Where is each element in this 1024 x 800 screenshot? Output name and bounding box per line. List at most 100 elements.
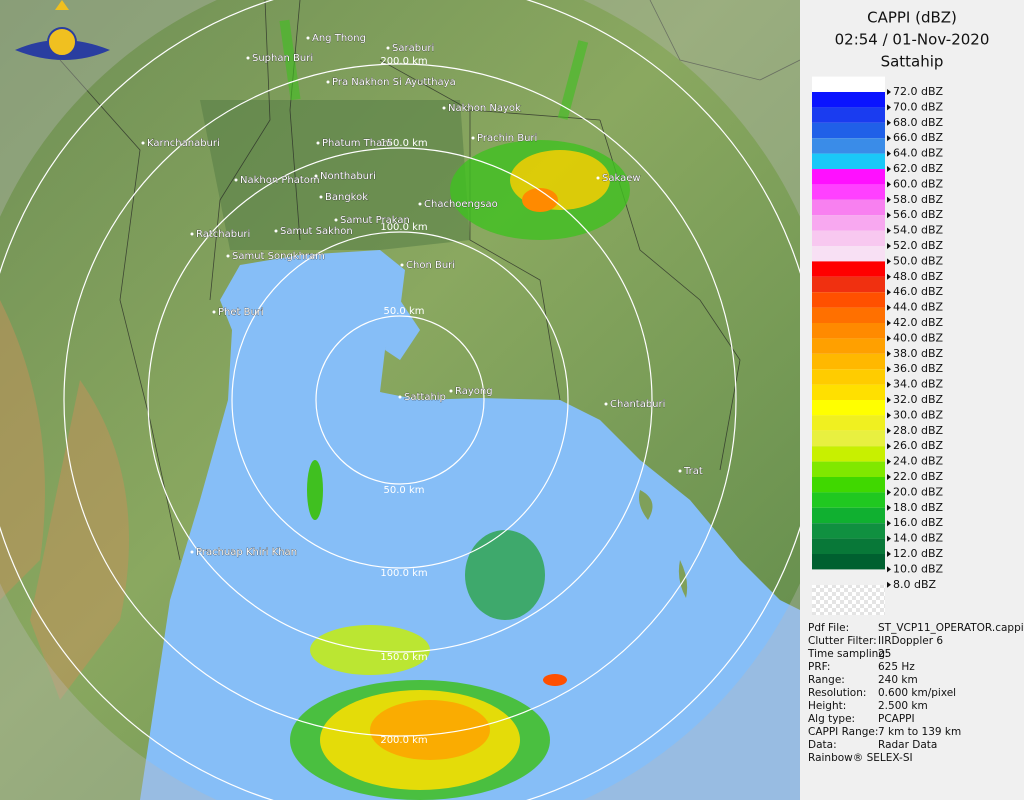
legend-swatch <box>812 430 885 447</box>
range-label: 150.0 km <box>380 652 427 663</box>
place-dot <box>334 218 338 222</box>
legend-label: 56.0 dBZ <box>893 208 944 221</box>
legend-label: 32.0 dBZ <box>893 393 944 406</box>
place-label: Ang Thong <box>312 33 366 44</box>
legend-label: 40.0 dBZ <box>893 331 944 344</box>
place-dot <box>471 136 475 140</box>
legend-swatch <box>812 184 885 200</box>
legend-tick <box>887 289 891 296</box>
legend-tick <box>887 119 891 126</box>
legend-label: 52.0 dBZ <box>893 239 944 252</box>
info-value: 0.600 km/pixel <box>878 687 956 699</box>
legend-swatch <box>812 507 885 524</box>
place-label: Samut Prakan <box>340 215 410 226</box>
legend-swatch <box>812 122 885 139</box>
legend-label: 24.0 dBZ <box>893 455 944 468</box>
legend-tick <box>887 551 891 557</box>
info-label: Alg type: <box>808 713 855 725</box>
legend-label: 50.0 dBZ <box>893 254 944 267</box>
place-dot <box>442 106 446 110</box>
legend-label: 66.0 dBZ <box>893 131 944 144</box>
legend-label: 68.0 dBZ <box>893 116 944 129</box>
place-dot <box>319 195 323 199</box>
place-dot <box>141 141 145 145</box>
place-dot <box>306 36 310 40</box>
range-ring <box>147 147 653 653</box>
range-rings <box>0 0 800 800</box>
island <box>639 490 688 598</box>
place-dot <box>246 56 250 60</box>
legend-tick <box>887 304 891 311</box>
legend-swatch <box>812 446 885 462</box>
info-value: 240 km <box>878 674 918 686</box>
legend-swatch <box>812 323 885 339</box>
legend-swatch <box>812 307 885 323</box>
info-value: 625 Hz <box>878 661 915 673</box>
legend-label: 42.0 dBZ <box>893 316 944 329</box>
legend-swatch <box>812 338 885 354</box>
range-ring <box>315 315 485 485</box>
radar-map: 200.0 km 150.0 km 100.0 km 50.0 km 50.0 km 10… <box>0 0 800 800</box>
info-value: 7 km to 139 km <box>878 726 961 738</box>
legend-tick <box>887 89 891 95</box>
legend-tick <box>887 258 891 265</box>
legend-label: 70.0 dBZ <box>893 100 944 113</box>
legend-tick <box>887 243 891 249</box>
place-label: Ratchaburi <box>196 229 250 240</box>
legend-tick <box>887 366 891 373</box>
legend-tick <box>887 566 891 573</box>
legend-tick <box>887 397 891 403</box>
place-dot <box>678 469 682 473</box>
range-label: 100.0 km <box>380 568 427 579</box>
info-label: Pdf File: <box>808 622 849 634</box>
place-label: Karnchanaburi <box>147 138 220 149</box>
legend-label: 30.0 dBZ <box>893 408 944 421</box>
logo <box>15 0 110 60</box>
legend-swatch <box>812 461 885 477</box>
info-value: ST_VCP11_OPERATOR.cappi <box>878 622 1024 634</box>
out-of-range <box>0 0 800 800</box>
legend-tick <box>887 335 891 342</box>
legend-swatch <box>812 353 885 370</box>
footer: Rainbow® SELEX-SI <box>808 752 913 764</box>
place-dot <box>449 389 453 393</box>
place-label: Nonthaburi <box>320 171 376 182</box>
legend-swatch <box>812 107 885 123</box>
place-dot <box>400 263 404 267</box>
panel-time: 02:54 / 01-Nov-2020 <box>835 31 990 49</box>
info-value: 25 <box>878 648 891 660</box>
place-label: Bangkok <box>325 192 368 203</box>
place-dot <box>596 176 600 180</box>
legend-label: 60.0 dBZ <box>893 177 944 190</box>
place-label: Chon Buri <box>406 260 455 271</box>
place-dot <box>326 80 330 84</box>
range-label: 150.0 km <box>380 138 427 149</box>
rain-echoes <box>279 19 630 800</box>
legend-label: 12.0 dBZ <box>893 547 944 560</box>
legend-label: 20.0 dBZ <box>893 485 944 498</box>
place-dot <box>212 310 216 314</box>
info-label: Resolution: <box>808 687 866 699</box>
range-ring <box>63 63 737 737</box>
info-value: 2.500 km <box>878 700 928 712</box>
legend-label: 26.0 dBZ <box>893 439 944 452</box>
legend-label: 58.0 dBZ <box>893 193 944 206</box>
legend-tick <box>887 443 891 450</box>
place-label: Prachin Buri <box>477 133 537 144</box>
place-dot <box>316 141 320 145</box>
info-value: Radar Data <box>878 739 937 751</box>
place-label: Suphan Buri <box>252 53 313 64</box>
legend-label: 18.0 dBZ <box>893 501 944 514</box>
info-label: Range: <box>808 674 845 686</box>
place-dot <box>274 229 278 233</box>
legend-tick <box>887 458 891 465</box>
legend-swatch <box>812 538 885 554</box>
legend-swatch <box>812 215 885 231</box>
side-panel: CAPPI (dBZ) 02:54 / 01-Nov-2020 Sattahip… <box>807 9 1024 765</box>
legend-tick <box>887 381 891 388</box>
legend-tick <box>887 166 891 172</box>
legend-swatch <box>812 384 885 400</box>
legend-swatch <box>812 92 885 108</box>
borders <box>59 0 800 561</box>
